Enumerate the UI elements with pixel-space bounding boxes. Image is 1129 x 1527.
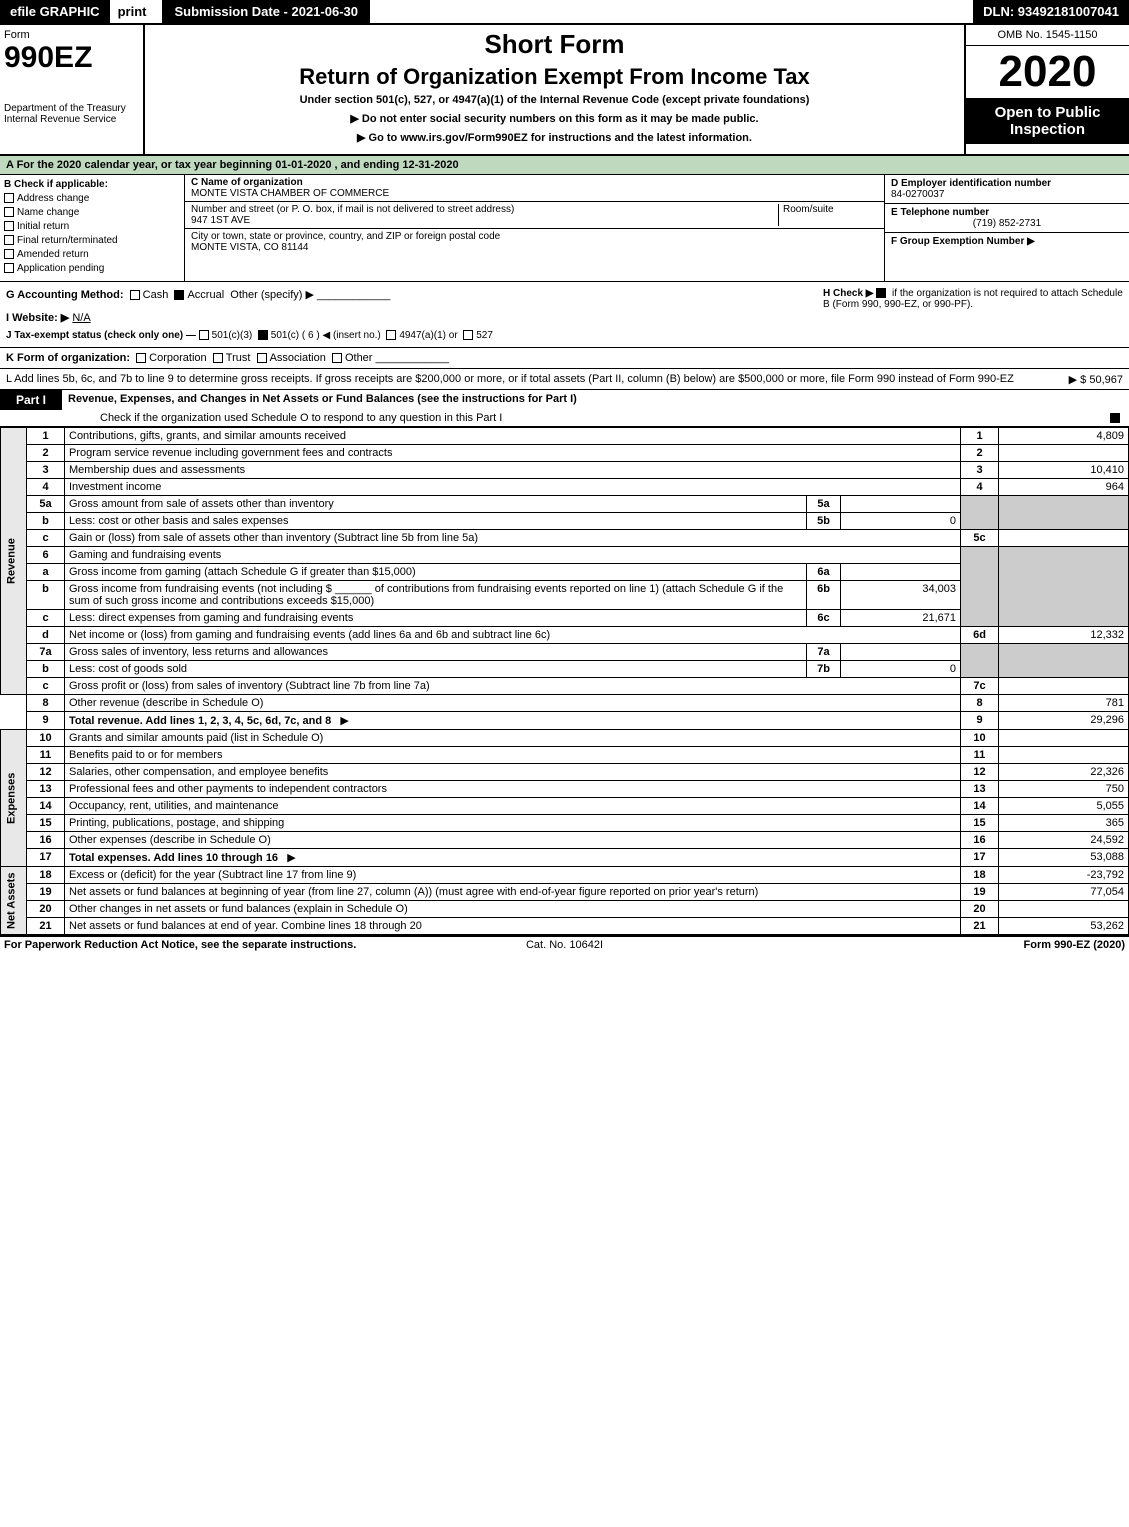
part1-sub: Check if the organization used Schedule …: [0, 410, 1129, 427]
part1-label: Part I: [0, 390, 62, 410]
col-c: C Name of organization MONTE VISTA CHAMB…: [185, 175, 884, 281]
form-label: Form: [4, 29, 139, 41]
org-name: MONTE VISTA CHAMBER OF COMMERCE: [191, 188, 878, 199]
dept-treasury: Department of the Treasury: [4, 103, 139, 114]
col-b: B Check if applicable: Address change Na…: [0, 175, 185, 281]
header-left: Form 990EZ Department of the Treasury In…: [0, 25, 145, 154]
room-label: Room/suite: [783, 204, 878, 215]
phone: (719) 852-2731: [891, 218, 1123, 229]
top-left: efile GRAPHIC print Submission Date - 20…: [0, 0, 370, 23]
city-label: City or town, state or province, country…: [191, 231, 500, 242]
print-link[interactable]: print: [110, 0, 155, 23]
section-k: K Form of organization: Corporation Trus…: [0, 348, 1129, 369]
ein: 84-0270037: [891, 189, 1123, 200]
omb-number: OMB No. 1545-1150: [966, 25, 1129, 46]
j-status: J Tax-exempt status (check only one) — 5…: [6, 330, 823, 341]
footer-mid: Cat. No. 10642I: [378, 939, 752, 951]
col-de: D Employer identification number 84-0270…: [884, 175, 1129, 281]
section-l: L Add lines 5b, 6c, and 7b to line 9 to …: [0, 369, 1129, 389]
chk-name[interactable]: Name change: [4, 207, 180, 218]
chk-pending[interactable]: Application pending: [4, 263, 180, 274]
org-address: 947 1ST AVE: [191, 215, 778, 226]
footer-left: For Paperwork Reduction Act Notice, see …: [4, 939, 378, 951]
tax-year: 2020: [966, 46, 1129, 98]
header-right: OMB No. 1545-1150 2020 Open to Public In…: [964, 25, 1129, 154]
part1-title: Revenue, Expenses, and Changes in Net As…: [62, 390, 1129, 410]
no-ssn-note: ▶ Do not enter social security numbers o…: [155, 112, 954, 125]
chk-final[interactable]: Final return/terminated: [4, 235, 180, 246]
tax-year-line: A For the 2020 calendar year, or tax yea…: [0, 156, 1129, 175]
expenses-sidebar: Expenses: [1, 730, 27, 867]
footer-right: Form 990-EZ (2020): [751, 939, 1125, 951]
irs-label: Internal Revenue Service: [4, 114, 139, 125]
b-title: B Check if applicable:: [4, 179, 180, 190]
section-g: G Accounting Method: Cash Accrual Other …: [0, 282, 1129, 348]
chk-initial[interactable]: Initial return: [4, 221, 180, 232]
g-accounting: G Accounting Method: Cash Accrual Other …: [6, 288, 823, 301]
efile-badge: efile GRAPHIC: [0, 0, 110, 23]
short-form-title: Short Form: [155, 29, 954, 60]
c-name-label: C Name of organization: [191, 177, 878, 188]
header-mid: Short Form Return of Organization Exempt…: [145, 25, 964, 154]
info-block: B Check if applicable: Address change Na…: [0, 175, 1129, 282]
part1-header: Part I Revenue, Expenses, and Changes in…: [0, 389, 1129, 410]
form-number: 990EZ: [4, 41, 139, 75]
schedule-o-check[interactable]: [1110, 412, 1123, 424]
goto-link[interactable]: ▶ Go to www.irs.gov/Form990EZ for instru…: [155, 131, 954, 144]
revenue-table: Revenue 1Contributions, gifts, grants, a…: [0, 427, 1129, 935]
return-title: Return of Organization Exempt From Incom…: [155, 64, 954, 90]
d-label: D Employer identification number: [891, 178, 1123, 189]
top-bar: efile GRAPHIC print Submission Date - 20…: [0, 0, 1129, 25]
addr-label: Number and street (or P. O. box, if mail…: [191, 204, 778, 215]
under-section: Under section 501(c), 527, or 4947(a)(1)…: [155, 94, 954, 106]
revenue-sidebar: Revenue: [1, 428, 27, 695]
line1-val: 4,809: [999, 428, 1129, 445]
h-check: H Check ▶ if the organization is not req…: [823, 288, 1123, 341]
open-public: Open to Public Inspection: [966, 98, 1129, 144]
dln: DLN: 93492181007041: [973, 0, 1129, 23]
f-label: F Group Exemption Number ▶: [891, 236, 1123, 247]
i-website: I Website: ▶ N/A: [6, 311, 823, 324]
org-city: MONTE VISTA, CO 81144: [191, 242, 500, 253]
e-label: E Telephone number: [891, 207, 1123, 218]
l-value: ▶ $ 50,967: [1069, 373, 1123, 386]
form-header: Form 990EZ Department of the Treasury In…: [0, 25, 1129, 156]
chk-address[interactable]: Address change: [4, 193, 180, 204]
submission-date: Submission Date - 2021-06-30: [162, 0, 370, 23]
chk-amended[interactable]: Amended return: [4, 249, 180, 260]
footer: For Paperwork Reduction Act Notice, see …: [0, 935, 1129, 953]
netassets-sidebar: Net Assets: [1, 867, 27, 935]
